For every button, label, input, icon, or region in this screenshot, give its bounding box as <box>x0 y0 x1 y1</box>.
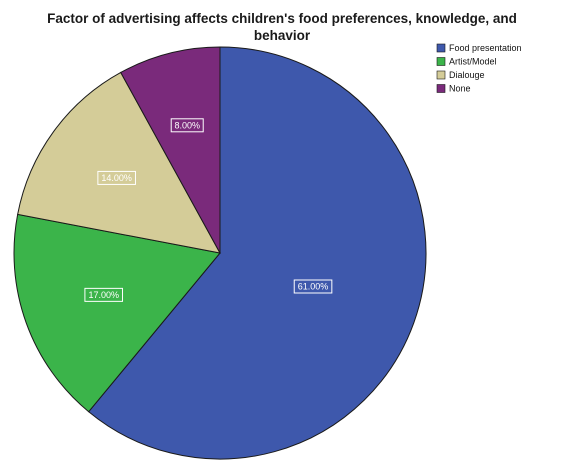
pie-slice-food-presentation <box>87 46 427 460</box>
chart-title-line-1: Factor of advertising affects children's… <box>47 11 517 26</box>
slice-label-text: 14.00% <box>101 173 132 183</box>
legend-swatch <box>436 84 446 93</box>
slice-label-text: 17.00% <box>88 290 119 300</box>
slice-label-box <box>170 118 204 133</box>
pie-slice-none <box>120 46 221 254</box>
slice-labels: 61.00% 17.00% 14.00% 8.00% <box>84 118 333 302</box>
slice-label-text: 8.00% <box>174 121 200 131</box>
legend-swatch <box>436 70 446 80</box>
slice-label-dialouge: 14.00% <box>97 170 136 185</box>
legend-item-artist-model: Artist/Model <box>436 57 497 67</box>
legend-item-dialouge: Dialouge <box>436 70 485 80</box>
legend-label: None <box>449 84 471 94</box>
slice-label-box <box>84 287 124 302</box>
slice-label-food-presentation: 61.00% <box>293 279 333 294</box>
chart-title-line-2: behavior <box>254 28 311 43</box>
pie-slice-artist-model <box>13 213 221 413</box>
slice-label-box <box>293 279 333 294</box>
slice-label-box <box>97 170 136 185</box>
legend-label: Artist/Model <box>449 57 497 67</box>
slice-label-none: 8.00% <box>170 118 204 133</box>
slice-label-text: 61.00% <box>298 282 329 292</box>
slice-label-artist-model: 17.00% <box>84 287 124 302</box>
legend-swatch <box>436 43 446 53</box>
legend-item-none: None <box>436 84 471 94</box>
legend-label: Food presentation <box>449 43 522 53</box>
legend: Food presentation Artist/Model Dialouge Non… <box>436 43 522 94</box>
pie-slices <box>13 46 427 460</box>
legend-swatch <box>436 57 446 66</box>
legend-label: Dialouge <box>449 70 485 80</box>
legend-item-food-presentation: Food presentation <box>436 43 522 53</box>
pie-slice-dialouge <box>17 71 221 254</box>
